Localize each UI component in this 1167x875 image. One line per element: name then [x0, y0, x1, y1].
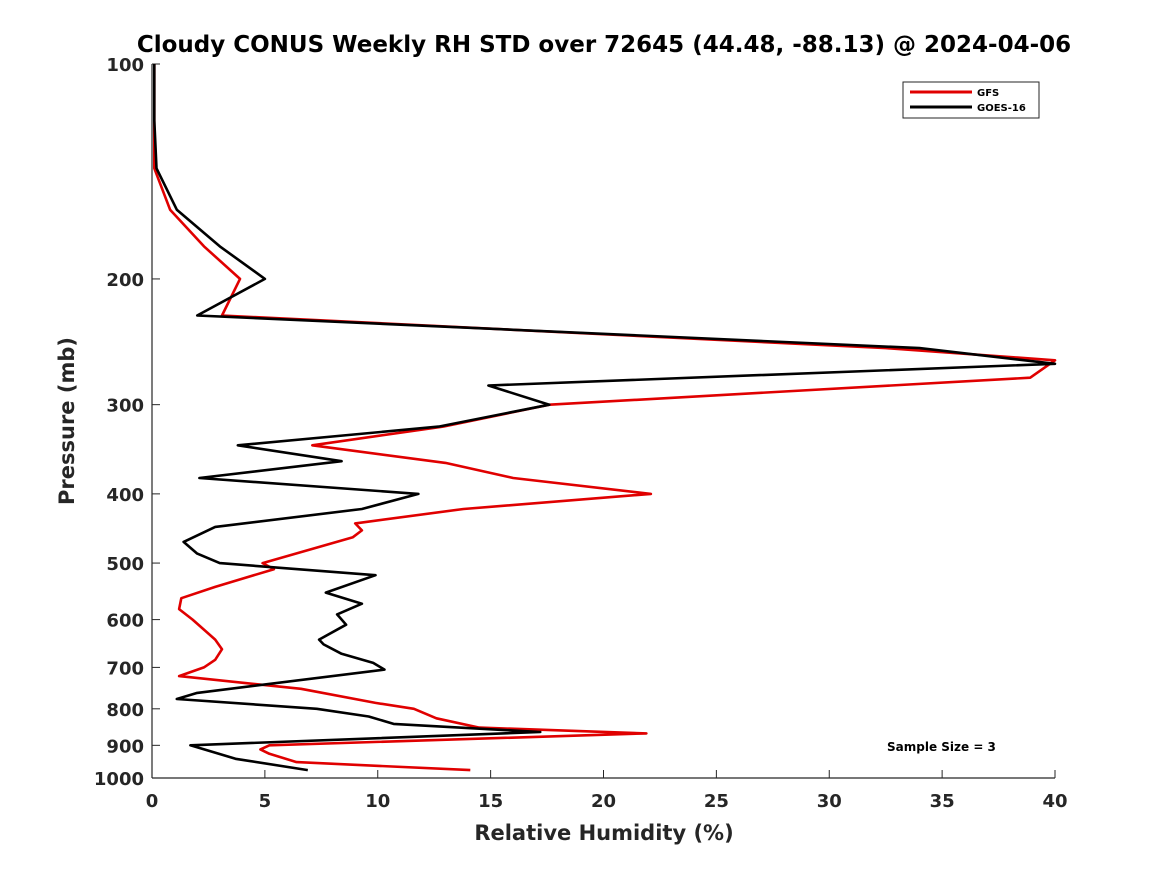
- x-tick-label: 0: [146, 791, 159, 812]
- series-line-goes16: [153, 64, 1057, 772]
- x-tick-label: 30: [817, 791, 842, 812]
- x-tick-label: 5: [259, 791, 272, 812]
- x-tick-label: 20: [591, 791, 616, 812]
- legend-box: [902, 81, 1040, 119]
- y-tick-label: 800: [106, 700, 144, 721]
- y-tick-label: 100: [106, 55, 144, 76]
- series-lines: [153, 64, 1057, 772]
- y-tick-label: 600: [106, 611, 144, 632]
- x-tick-label: 35: [930, 791, 955, 812]
- x-tick-label: 15: [478, 791, 503, 812]
- y-tick-label: 500: [106, 554, 144, 575]
- x-tick-label: 40: [1042, 791, 1067, 812]
- axes: [151, 64, 1055, 779]
- series-line-gfs: [153, 64, 1057, 772]
- y-tick-label: 400: [106, 485, 144, 506]
- y-tick-label: 1000: [94, 769, 144, 790]
- chart-title: Cloudy CONUS Weekly RH STD over 72645 (4…: [137, 32, 1071, 58]
- y-tick-label: 300: [106, 396, 144, 417]
- y-axis-label: Pressure (mb): [55, 337, 79, 505]
- y-ticks: 100 200 300 400 500 600 700 800 900 1000: [94, 55, 160, 790]
- x-axis-label: Relative Humidity (%): [474, 821, 733, 845]
- y-tick-label: 900: [106, 736, 144, 757]
- y-tick-label: 200: [106, 270, 144, 291]
- y-tick-label: 700: [106, 658, 144, 679]
- sample-size-annotation: Sample Size = 3: [887, 740, 996, 754]
- legend-label-goes16: GOES-16: [977, 103, 1026, 114]
- x-tick-label: 10: [365, 791, 390, 812]
- legend: GFS GOES-16: [902, 81, 1040, 119]
- x-tick-label: 25: [704, 791, 729, 812]
- legend-label-gfs: GFS: [977, 88, 999, 99]
- x-ticks: 0 5 10 15 20 25 30 35 40: [146, 770, 1068, 812]
